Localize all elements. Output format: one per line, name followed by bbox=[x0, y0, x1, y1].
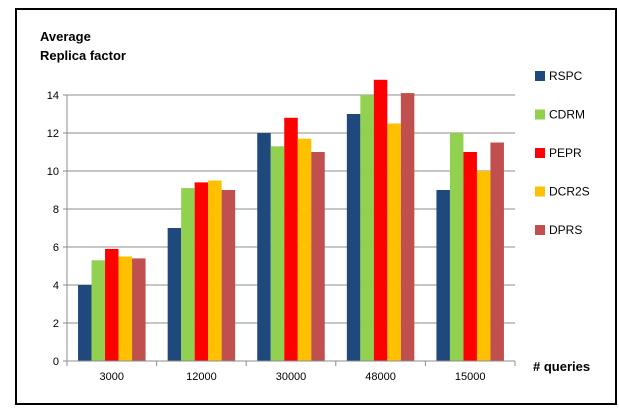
x-tick-label: 3000 bbox=[100, 371, 124, 383]
y-tick-label: 4 bbox=[53, 280, 59, 292]
legend-label-pepr: PEPR bbox=[549, 146, 582, 160]
bar-cdrm-3000 bbox=[91, 260, 106, 361]
legend-swatch-dcr2s bbox=[535, 186, 545, 197]
bar-dprs-30000 bbox=[311, 152, 325, 361]
bar-dcr2s-48000 bbox=[387, 123, 401, 361]
legend-swatch-pepr bbox=[535, 148, 545, 158]
y-axis-label-line-2: Replica factor bbox=[40, 48, 126, 63]
bar-rspc-15000 bbox=[436, 190, 450, 361]
legend-label-cdrm: CDRM bbox=[549, 108, 585, 122]
legend-label-dprs: DPRS bbox=[549, 223, 582, 237]
x-tick-label: 12000 bbox=[186, 371, 217, 383]
axes bbox=[63, 94, 516, 366]
bar-dprs-3000 bbox=[132, 258, 146, 361]
bar-rspc-3000 bbox=[78, 285, 92, 361]
y-tick-label: 8 bbox=[53, 204, 59, 216]
bar-dcr2s-3000 bbox=[118, 256, 133, 361]
legend-swatch-dprs bbox=[535, 225, 545, 235]
y-tick-label: 12 bbox=[47, 128, 59, 140]
bar-pepr-30000 bbox=[284, 117, 298, 361]
bar-dprs-48000 bbox=[400, 93, 415, 361]
bar-cdrm-48000 bbox=[360, 95, 374, 361]
x-tick-label: 30000 bbox=[276, 371, 307, 383]
bar-rspc-48000 bbox=[346, 114, 361, 361]
legend-swatch-cdrm bbox=[535, 109, 545, 120]
bar-cdrm-30000 bbox=[270, 146, 285, 361]
x-axis-label: # queries bbox=[533, 359, 590, 374]
bar-dcr2s-12000 bbox=[208, 180, 222, 361]
bar-dprs-15000 bbox=[490, 142, 504, 361]
legend-label-dcr2s: DCR2S bbox=[549, 185, 590, 199]
bar-dcr2s-30000 bbox=[297, 138, 312, 361]
bar-rspc-30000 bbox=[257, 133, 271, 361]
y-tick-label: 6 bbox=[53, 242, 59, 254]
x-tick-label: 48000 bbox=[365, 371, 396, 383]
y-tick-label: 2 bbox=[53, 318, 59, 330]
legend-label-rspc: RSPC bbox=[549, 69, 583, 83]
y-tick-label: 0 bbox=[53, 356, 59, 368]
bar-cdrm-15000 bbox=[449, 133, 464, 361]
y-axis-label-line-1: Average bbox=[40, 29, 91, 44]
x-tick-label: 15000 bbox=[455, 371, 486, 383]
bar-dcr2s-15000 bbox=[476, 171, 491, 361]
bar-pepr-15000 bbox=[463, 152, 477, 361]
legend-swatch-rspc bbox=[535, 71, 545, 81]
bar-rspc-12000 bbox=[167, 228, 182, 361]
legend: RSPC CDRM PEPR DCR2S DPRS bbox=[535, 69, 590, 237]
bar-pepr-12000 bbox=[194, 182, 209, 361]
y-tick-label: 14 bbox=[47, 90, 59, 102]
bars bbox=[78, 79, 504, 362]
y-tick-label: 10 bbox=[47, 166, 59, 178]
bar-dprs-12000 bbox=[221, 190, 236, 361]
bar-pepr-3000 bbox=[105, 248, 119, 361]
x-tick-labels: 3000 12000 30000 48000 15000 bbox=[100, 371, 486, 383]
bar-pepr-48000 bbox=[373, 79, 388, 362]
y-tick-labels: 0 2 4 6 8 10 12 14 bbox=[47, 90, 59, 368]
bar-cdrm-12000 bbox=[181, 188, 195, 361]
